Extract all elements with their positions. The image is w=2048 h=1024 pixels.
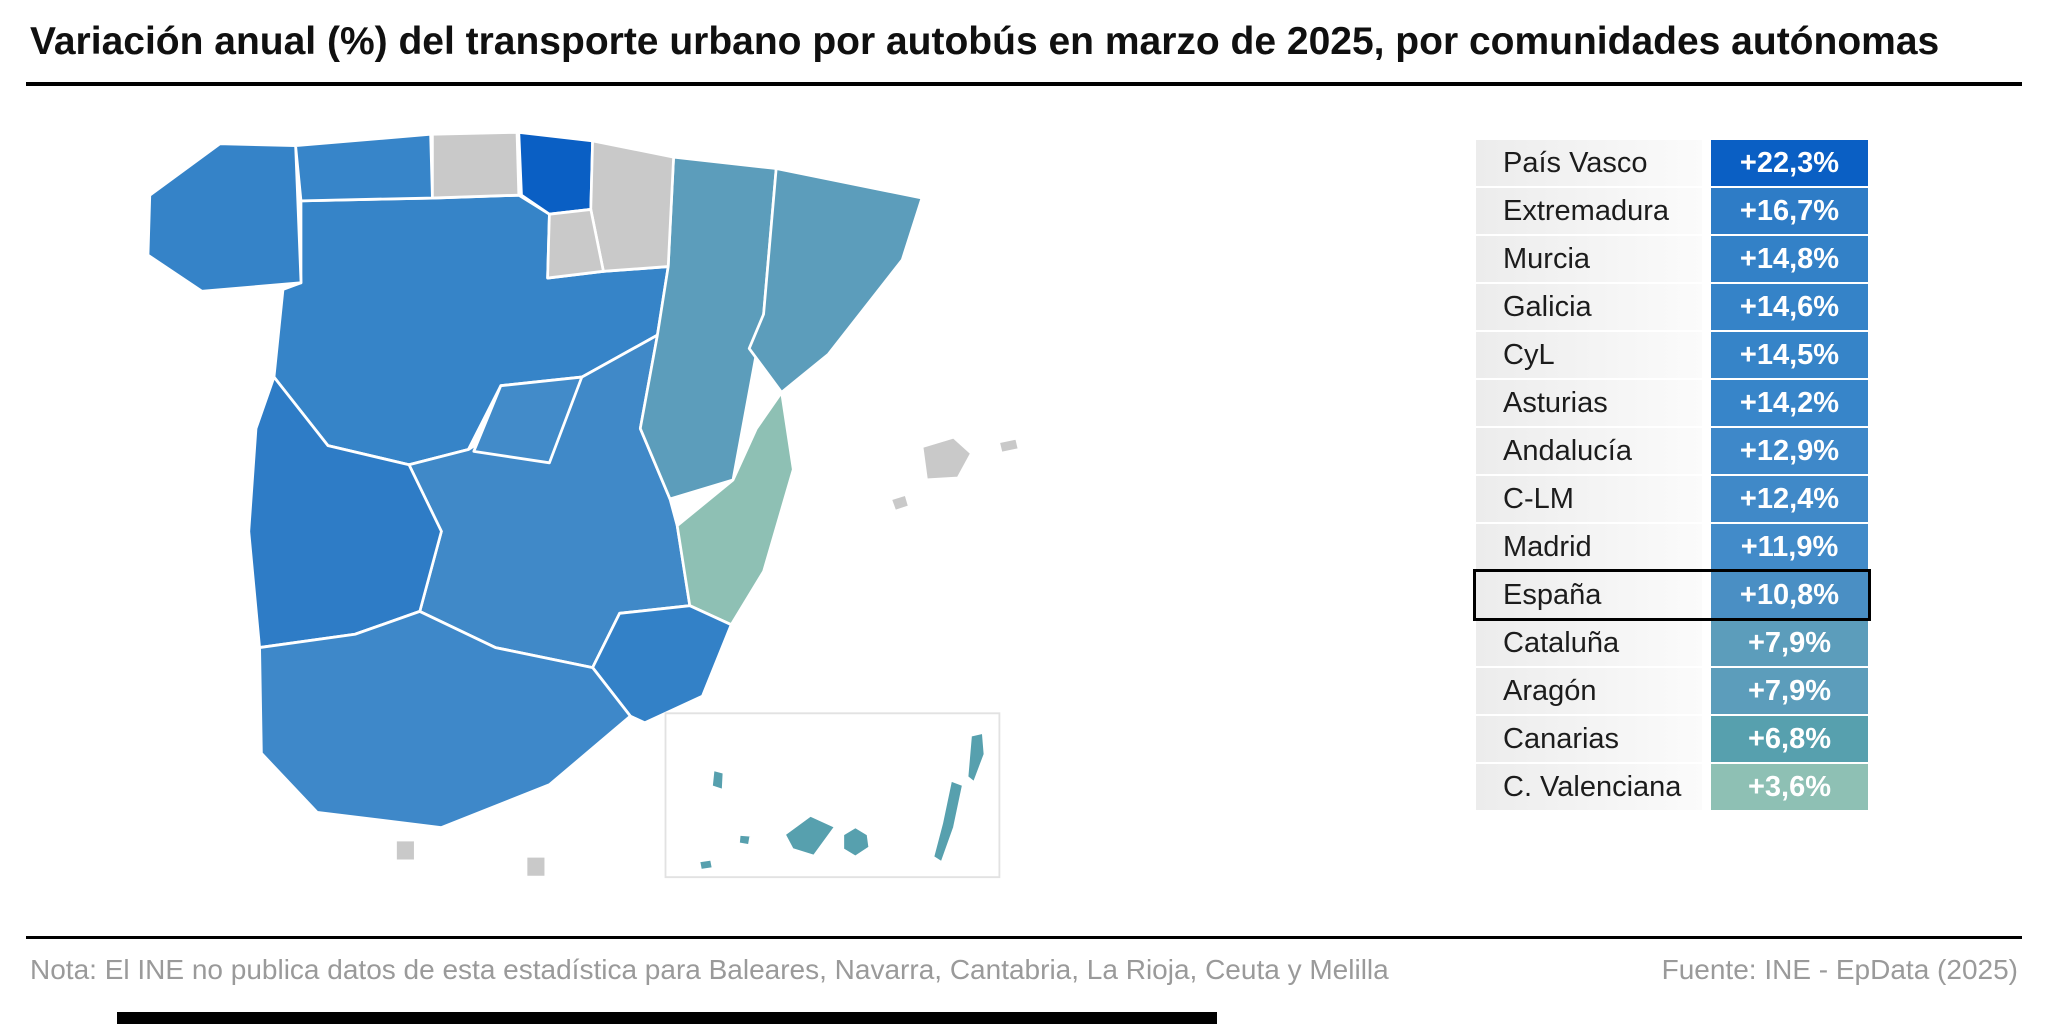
footer-note: Nota: El INE no publica datos de esta es… bbox=[30, 954, 1389, 985]
map-region-cantabria[interactable] bbox=[431, 130, 521, 200]
map-region-canarias-la-gomera[interactable] bbox=[737, 832, 753, 848]
table-row-clm[interactable]: C-LM +12,4% bbox=[1476, 476, 1868, 522]
map-region-canarias-tenerife[interactable] bbox=[782, 813, 837, 858]
table-row-madrid[interactable]: Madrid +11,9% bbox=[1476, 524, 1868, 570]
region-value-badge: +10,8% bbox=[1711, 572, 1868, 618]
row-spacer bbox=[1702, 428, 1711, 474]
spain-choropleth-map bbox=[130, 118, 1030, 880]
row-spacer bbox=[1702, 620, 1711, 666]
map-region-navarra[interactable] bbox=[589, 139, 675, 273]
map-region-asturias[interactable] bbox=[294, 132, 434, 203]
table-row-aragon[interactable]: Aragón +7,9% bbox=[1476, 668, 1868, 714]
region-value-badge: +11,9% bbox=[1711, 524, 1868, 570]
map-region-baleares-ibiza[interactable] bbox=[889, 492, 911, 513]
table-row-canarias[interactable]: Canarias +6,8% bbox=[1476, 716, 1868, 762]
map-region-madrid[interactable] bbox=[472, 375, 584, 465]
region-value-badge: +22,3% bbox=[1711, 140, 1868, 186]
row-spacer bbox=[1702, 188, 1711, 234]
row-spacer bbox=[1702, 668, 1711, 714]
region-value-badge: +14,8% bbox=[1711, 236, 1868, 282]
row-spacer bbox=[1702, 380, 1711, 426]
region-value-badge: +12,9% bbox=[1711, 428, 1868, 474]
table-row-asturias[interactable]: Asturias +14,2% bbox=[1476, 380, 1868, 426]
row-spacer bbox=[1702, 572, 1711, 618]
region-label: Andalucía bbox=[1476, 428, 1702, 474]
region-label: Cataluña bbox=[1476, 620, 1702, 666]
map-region-canarias-lanzarote[interactable] bbox=[965, 730, 987, 785]
row-spacer bbox=[1702, 140, 1711, 186]
map-region-canarias-la-palma[interactable] bbox=[710, 768, 726, 792]
table-row-murcia[interactable]: Murcia +14,8% bbox=[1476, 236, 1868, 282]
region-value-badge: +7,9% bbox=[1711, 668, 1868, 714]
row-spacer bbox=[1702, 524, 1711, 570]
row-spacer bbox=[1702, 284, 1711, 330]
table-row-cyl[interactable]: CyL +14,5% bbox=[1476, 332, 1868, 378]
row-spacer bbox=[1702, 764, 1711, 810]
region-label: Madrid bbox=[1476, 524, 1702, 570]
region-label: CyL bbox=[1476, 332, 1702, 378]
region-value-badge: +3,6% bbox=[1711, 764, 1868, 810]
region-label: Galicia bbox=[1476, 284, 1702, 330]
table-row-pais-vasco[interactable]: País Vasco +22,3% bbox=[1476, 140, 1868, 186]
footer-source: Fuente: INE - EpData (2025) bbox=[1661, 954, 2018, 985]
map-region-pais-vasco[interactable] bbox=[517, 130, 594, 216]
region-value-badge: +14,2% bbox=[1711, 380, 1868, 426]
row-spacer bbox=[1702, 332, 1711, 378]
region-value-badge: +7,9% bbox=[1711, 620, 1868, 666]
region-label: C-LM bbox=[1476, 476, 1702, 522]
map-region-baleares-menorca[interactable] bbox=[997, 436, 1021, 455]
map-svg bbox=[146, 130, 1021, 879]
region-value-badge: +14,6% bbox=[1711, 284, 1868, 330]
region-value-badge: +6,8% bbox=[1711, 716, 1868, 762]
map-region-canarias-el-hierro[interactable] bbox=[697, 857, 715, 872]
map-region-baleares-mallorca[interactable] bbox=[920, 435, 973, 482]
table-row-galicia[interactable]: Galicia +14,6% bbox=[1476, 284, 1868, 330]
table-row-c-valenciana[interactable]: C. Valenciana +3,6% bbox=[1476, 764, 1868, 810]
map-region-murcia[interactable] bbox=[591, 604, 733, 725]
row-spacer bbox=[1702, 476, 1711, 522]
footer-black-bar bbox=[117, 1012, 1217, 1024]
map-region-canarias-fuerteventura[interactable] bbox=[931, 778, 965, 865]
region-label: Murcia bbox=[1476, 236, 1702, 282]
region-label: C. Valenciana bbox=[1476, 764, 1702, 810]
map-region-canarias-gran-canaria[interactable] bbox=[841, 825, 872, 859]
ranking-table: País Vasco +22,3% Extremadura +16,7% Mur… bbox=[1473, 140, 1871, 812]
region-value-badge: +12,4% bbox=[1711, 476, 1868, 522]
table-row-extremadura[interactable]: Extremadura +16,7% bbox=[1476, 188, 1868, 234]
region-label: España bbox=[1476, 572, 1702, 618]
map-region-ceuta[interactable] bbox=[394, 838, 417, 863]
footer-divider bbox=[26, 936, 2022, 939]
region-value-badge: +16,7% bbox=[1711, 188, 1868, 234]
table-row-espana[interactable]: España +10,8% bbox=[1473, 569, 1871, 621]
region-label: País Vasco bbox=[1476, 140, 1702, 186]
region-label: Extremadura bbox=[1476, 188, 1702, 234]
chart-title: Variación anual (%) del transporte urban… bbox=[30, 20, 1940, 63]
row-spacer bbox=[1702, 236, 1711, 282]
region-label: Asturias bbox=[1476, 380, 1702, 426]
map-region-melilla[interactable] bbox=[524, 854, 548, 879]
map-region-galicia[interactable] bbox=[146, 142, 303, 293]
region-label: Aragón bbox=[1476, 668, 1702, 714]
map-region-cataluna[interactable] bbox=[747, 167, 924, 394]
row-spacer bbox=[1702, 716, 1711, 762]
region-label: Canarias bbox=[1476, 716, 1702, 762]
region-value-badge: +14,5% bbox=[1711, 332, 1868, 378]
map-region-la-rioja[interactable] bbox=[546, 208, 605, 280]
title-divider bbox=[26, 82, 2022, 86]
table-row-andalucia[interactable]: Andalucía +12,9% bbox=[1476, 428, 1868, 474]
map-region-andalucia[interactable] bbox=[258, 609, 632, 830]
table-row-cataluna[interactable]: Cataluña +7,9% bbox=[1476, 620, 1868, 666]
